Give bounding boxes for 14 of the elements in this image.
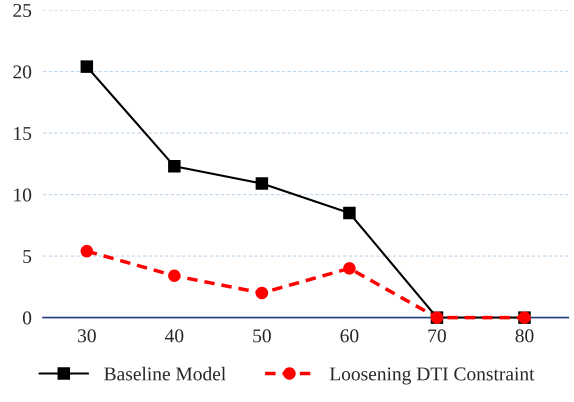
y-tick-label: 5 — [23, 250, 32, 264]
y-tick-label: 15 — [14, 126, 32, 140]
x-tick-label: 30 — [78, 329, 96, 342]
y-tick-label: 10 — [14, 188, 32, 202]
x-tick-label: 40 — [165, 329, 184, 342]
legend-label: Loosening DTI Constraint — [330, 367, 534, 384]
x-tick-label: 70 — [428, 329, 446, 342]
x-tick-label: 60 — [340, 329, 358, 342]
y-tick-label: 0 — [22, 311, 32, 325]
x-tick-label: 80 — [516, 329, 534, 342]
legend-label: Baseline Model — [104, 366, 226, 380]
y-tick-label: 20 — [13, 65, 32, 78]
x-tick-label: 50 — [253, 329, 271, 342]
y-tick-label: 25 — [13, 4, 32, 17]
